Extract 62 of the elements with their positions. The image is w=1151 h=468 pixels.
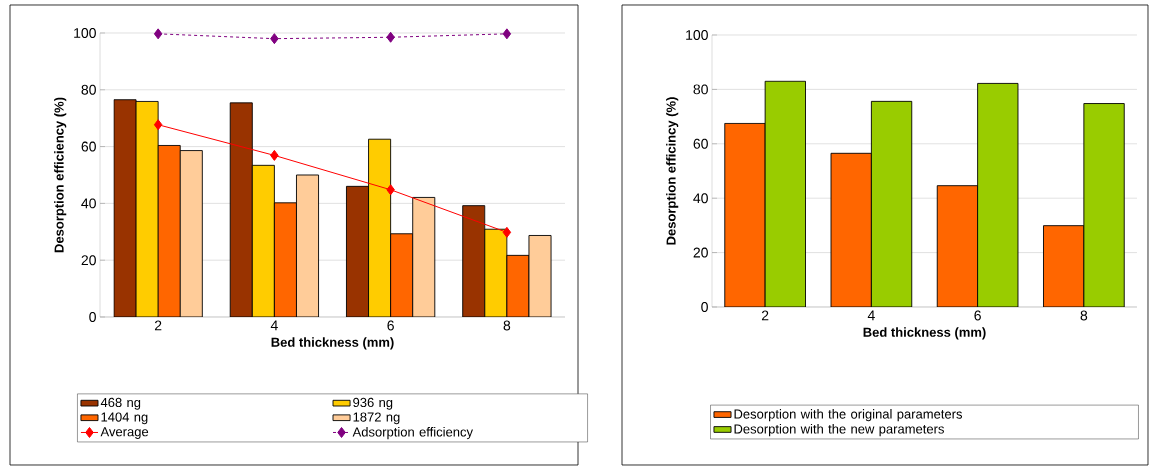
- legend-label: 468 ng: [100, 397, 141, 410]
- bar: [870, 100, 913, 307]
- y-tick-label: 0: [89, 312, 96, 322]
- x-axis-title: Bed thickness (mm): [271, 337, 394, 350]
- bar: [179, 150, 203, 317]
- x-tick-label: 2: [761, 310, 769, 321]
- bar: [977, 82, 1019, 307]
- bar: [462, 205, 486, 317]
- x-tick-label: 2: [154, 320, 162, 331]
- bar: [296, 174, 320, 317]
- bar: [346, 185, 369, 317]
- bar: [251, 164, 275, 317]
- legend-label: 1404 ng: [101, 412, 148, 425]
- y-tick-label: 100: [74, 28, 96, 38]
- bar: [273, 202, 297, 317]
- legend-label: 936 ng: [353, 397, 393, 410]
- bar: [229, 102, 253, 317]
- y-tick-label: 80: [693, 84, 708, 95]
- point: [502, 226, 512, 238]
- x-tick-label: 8: [1080, 310, 1088, 321]
- bar: [412, 196, 436, 317]
- y-tick-label: 0: [701, 302, 708, 312]
- point: [502, 28, 512, 40]
- point: [386, 31, 395, 43]
- point: [270, 149, 279, 161]
- y-tick-label: 60: [81, 141, 96, 152]
- legend-label: Average: [100, 427, 149, 439]
- bar: [830, 152, 872, 307]
- x-axis-title: Bed thickness (mm): [863, 327, 986, 340]
- bar: [157, 145, 181, 317]
- bar: [1083, 103, 1125, 307]
- y-tick-label: 40: [81, 198, 96, 209]
- bar: [113, 99, 137, 317]
- x-tick-label: 6: [387, 320, 394, 331]
- legend-label: 1872 ng: [353, 412, 400, 425]
- y-tick-label: 20: [81, 255, 96, 266]
- legend-label: Desorption with the original parameters: [734, 409, 963, 422]
- x-tick-label: 8: [503, 320, 511, 331]
- bar: [135, 100, 159, 317]
- x-tick-label: 6: [974, 310, 981, 321]
- x-tick-label: 4: [867, 310, 875, 321]
- bar: [368, 138, 392, 317]
- y-axis-title: Desorption efficincy (%): [666, 97, 679, 245]
- point: [386, 184, 395, 196]
- y-tick-label: 100: [686, 30, 708, 40]
- x-tick-label: 4: [270, 320, 278, 331]
- bar: [390, 233, 414, 317]
- point: [153, 28, 163, 40]
- bar: [764, 80, 806, 307]
- point: [153, 119, 163, 131]
- bar: [724, 122, 766, 307]
- legend-label: Adsorption efficiency: [352, 427, 473, 440]
- bar: [1043, 225, 1085, 307]
- legend-label: Desorption with the new parameters: [734, 424, 944, 437]
- bar: [936, 185, 979, 307]
- bar: [484, 228, 508, 317]
- y-tick-label: 40: [693, 193, 708, 204]
- y-axis-title: Desorption efficiency (%): [54, 97, 67, 253]
- y-tick-label: 80: [81, 84, 96, 95]
- point: [270, 33, 279, 45]
- y-tick-label: 20: [693, 247, 708, 258]
- y-tick-label: 60: [693, 138, 708, 149]
